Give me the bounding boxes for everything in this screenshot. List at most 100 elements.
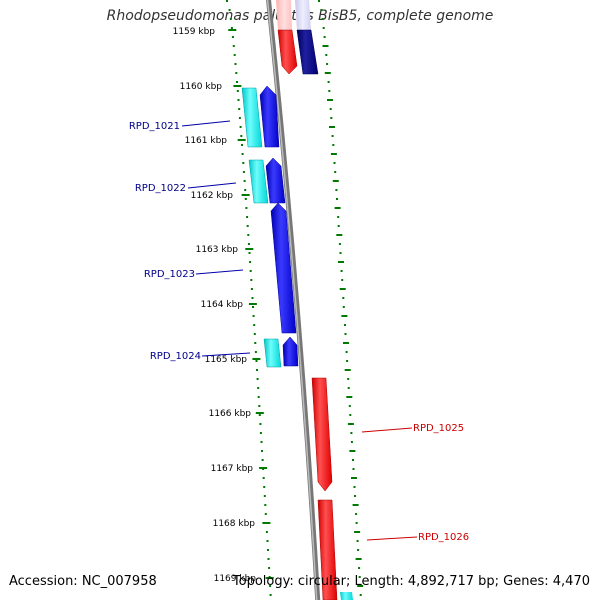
leader-line-rpd-1021 — [181, 120, 231, 127]
ruler-dot — [252, 306, 254, 308]
tick-label-1159: 1159 kbp — [173, 27, 216, 37]
gene-rpd-1025[interactable] — [311, 377, 333, 492]
gene-rpd-1021[interactable] — [259, 85, 280, 148]
ruler-ticks — [228, 29, 364, 587]
tick-label-1165: 1165 kbp — [205, 355, 248, 365]
tick-label-1168: 1168 kbp — [213, 519, 256, 529]
ruler-minor-tick — [351, 477, 357, 479]
gene-reverse-partial-red[interactable] — [277, 29, 298, 75]
ruler-minor-tick — [329, 126, 335, 128]
gene-pale-partial[interactable] — [295, 0, 311, 30]
gene-label-rpd-1026[interactable]: RPD_1026 — [418, 532, 469, 543]
ruler-dot — [359, 594, 362, 596]
ruler-dot — [265, 531, 268, 533]
ruler-dot — [246, 216, 249, 218]
gene-cyan-1024-companion[interactable] — [263, 338, 282, 368]
gene-rpd-1023[interactable] — [270, 202, 297, 334]
gene-cyan-1021-companion[interactable] — [241, 87, 263, 148]
ruler-minor-tick — [327, 99, 333, 101]
ruler-minor-tick — [343, 342, 349, 344]
gene-navy-partial[interactable] — [296, 29, 319, 75]
ruler-dot — [256, 369, 258, 371]
leader-line-rpd-1024 — [201, 352, 251, 357]
ruler-dot — [269, 585, 272, 587]
ruler-dot — [237, 99, 240, 101]
ruler-dot — [256, 378, 259, 380]
ruler-major-tick — [228, 29, 237, 31]
ruler-dot — [259, 423, 262, 425]
ruler-dot — [339, 252, 342, 254]
gene-cyan-1022-companion[interactable] — [248, 159, 269, 204]
ruler-dot — [341, 279, 344, 281]
ruler-dot — [261, 459, 264, 461]
leader-line-rpd-1023 — [195, 269, 244, 275]
ruler-major-tick — [245, 248, 254, 250]
ruler-minor-tick — [332, 180, 339, 182]
gene-label-rpd-1022[interactable]: RPD_1022 — [135, 183, 186, 194]
ruler-dot — [327, 81, 330, 83]
ruler-dot — [338, 243, 341, 245]
ruler-dot — [347, 378, 350, 380]
gene-label-rpd-1025[interactable]: RPD_1025 — [413, 423, 464, 434]
ruler-dot — [346, 360, 349, 362]
ruler-dot — [358, 576, 361, 578]
genome-backbone — [266, 0, 321, 600]
tick-label-1162: 1162 kbp — [191, 191, 234, 201]
tick-label-1160: 1160 kbp — [180, 82, 223, 92]
ruler-dot — [230, 27, 233, 29]
leader-line-rpd-1022 — [187, 182, 237, 189]
ruler-dot — [236, 81, 238, 83]
ruler-dot — [340, 270, 343, 272]
ruler-dot — [322, 27, 325, 29]
ruler-minor-tick — [338, 261, 344, 263]
ruler-dot — [335, 189, 338, 191]
ruler-dot — [233, 54, 236, 56]
ruler-major-tick — [255, 412, 264, 414]
ruler-dot — [355, 513, 358, 515]
ruler-dot — [358, 567, 361, 569]
ruler-dot — [326, 63, 329, 65]
ruler-dot — [356, 540, 359, 542]
ruler-dot — [334, 171, 337, 173]
ruler-minor-tick — [357, 585, 364, 587]
ruler-dot — [250, 279, 253, 281]
ruler-dot — [253, 333, 256, 335]
gene-rpd-1024[interactable] — [282, 336, 299, 367]
ruler-dot — [240, 135, 243, 137]
ruler-dot — [350, 441, 353, 443]
ruler-dot — [246, 225, 249, 227]
tick-label-1169: 1169 kbp — [214, 574, 257, 584]
ruler-dot — [352, 459, 354, 461]
ruler-dot — [344, 324, 346, 326]
ruler-dot — [231, 36, 234, 38]
tick-label-1166: 1166 kbp — [209, 409, 252, 419]
ruler-minor-tick — [344, 369, 351, 371]
ruler-dot — [352, 468, 355, 470]
gene-label-rpd-1024[interactable]: RPD_1024 — [150, 351, 201, 362]
gene-label-rpd-1023[interactable]: RPD_1023 — [144, 269, 195, 280]
gene-reverse-partial-pink[interactable] — [276, 0, 292, 30]
ruler-dot — [253, 324, 256, 326]
gene-rpd-1022[interactable] — [265, 157, 286, 204]
ruler-dot — [234, 63, 237, 65]
ruler-dot — [336, 198, 338, 200]
ruler-dot — [349, 414, 352, 416]
genome-backbone-highlight — [266, 0, 318, 600]
ruler-minor-tick — [322, 45, 329, 47]
gene-label-rpd-1021[interactable]: RPD_1021 — [129, 121, 180, 132]
ruler-dot — [238, 108, 241, 110]
ruler-dot — [249, 261, 252, 263]
ruler-dot — [254, 342, 257, 344]
ruler-minor-tick — [349, 450, 356, 452]
ruler-dot — [268, 567, 271, 569]
ruler-dot — [267, 549, 269, 551]
ruler-dot — [269, 594, 272, 596]
ruler-minor-tick — [336, 234, 343, 236]
ruler-dot — [320, 9, 323, 11]
ruler-dot — [241, 153, 244, 155]
ruler-minor-tick — [324, 72, 331, 74]
gene-cyan-bottom-partial[interactable] — [340, 592, 353, 600]
gene-rpd-1026[interactable] — [317, 499, 338, 600]
ruler-dot — [238, 117, 241, 119]
ruler-dot — [249, 270, 252, 272]
